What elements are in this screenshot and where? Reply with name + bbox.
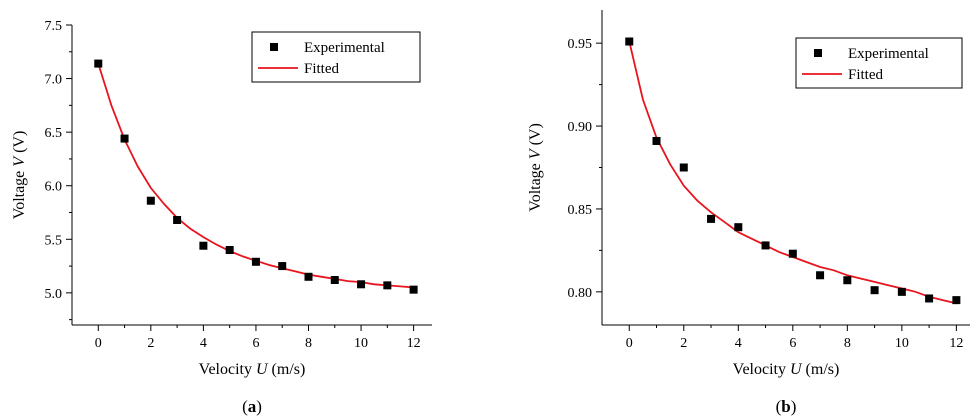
legend-marker bbox=[270, 43, 278, 51]
data-point bbox=[788, 249, 797, 258]
x-tick-label: 8 bbox=[844, 336, 851, 351]
x-tick-label: 2 bbox=[680, 336, 687, 351]
y-axis-title: Voltage V (V) bbox=[11, 131, 28, 220]
data-point bbox=[843, 276, 852, 285]
x-tick-label: 6 bbox=[789, 336, 796, 351]
data-point bbox=[652, 136, 661, 145]
y-tick-label: 7.5 bbox=[45, 19, 63, 34]
y-tick-label: 5.0 bbox=[45, 287, 63, 302]
panel-a: 0 2 4 6 8 10 12 5.0 5.5 6.0 6.5 7.0 7.5 Velocity U (m… bbox=[11, 19, 432, 416]
legend-label: Experimental bbox=[304, 40, 385, 56]
panel-label: (b) bbox=[776, 397, 797, 416]
data-point bbox=[816, 271, 825, 280]
x-tick-label: 0 bbox=[95, 336, 102, 351]
legend-marker bbox=[814, 49, 822, 57]
x-tick-label: 4 bbox=[735, 336, 742, 351]
y-tick-label: 6.5 bbox=[45, 126, 63, 141]
data-point bbox=[870, 286, 879, 295]
x-tick-label: 10 bbox=[895, 336, 909, 351]
legend-box bbox=[251, 31, 421, 83]
fitted-line bbox=[97, 63, 414, 289]
data-point bbox=[251, 257, 260, 266]
y-tick-label: 7.0 bbox=[45, 73, 63, 88]
x-axis-title: Velocity U (m/s) bbox=[199, 361, 306, 378]
data-point bbox=[409, 285, 418, 294]
data-point bbox=[897, 287, 906, 296]
x-tick-label: 2 bbox=[147, 336, 154, 351]
data-point bbox=[199, 241, 208, 250]
data-point bbox=[120, 134, 129, 143]
data-point bbox=[383, 281, 392, 290]
x-tick-label: 4 bbox=[200, 336, 207, 351]
x-tick-label: 6 bbox=[252, 336, 259, 351]
data-point bbox=[357, 280, 366, 289]
x-tick-label: 8 bbox=[305, 336, 312, 351]
x-axis-title: Velocity U (m/s) bbox=[733, 361, 840, 378]
legend-label: Fitted bbox=[304, 61, 340, 77]
panel-b: 0 2 4 6 8 10 12 0.80 0.85 0.90 0.95 Velocity U (m/s… bbox=[527, 10, 970, 416]
data-point bbox=[330, 276, 339, 284]
data-point bbox=[146, 196, 155, 205]
x-tick-label: 0 bbox=[626, 336, 633, 351]
y-tick-label: 0.90 bbox=[568, 120, 593, 135]
legend-label: Fitted bbox=[848, 67, 884, 83]
y-tick-label: 0.85 bbox=[568, 203, 593, 218]
data-point bbox=[94, 59, 103, 68]
x-tick-label: 12 bbox=[949, 336, 963, 351]
data-point bbox=[225, 246, 234, 254]
legend-box bbox=[795, 37, 963, 89]
data-point bbox=[625, 37, 634, 46]
data-point bbox=[707, 214, 716, 223]
x-tick-label: 10 bbox=[354, 336, 368, 351]
data-point bbox=[679, 163, 688, 172]
data-point bbox=[278, 262, 287, 271]
data-point bbox=[925, 294, 934, 303]
x-tick-label: 12 bbox=[407, 336, 421, 351]
panel-label: (a) bbox=[242, 397, 262, 416]
y-tick-label: 6.0 bbox=[45, 180, 63, 195]
data-point bbox=[952, 296, 961, 305]
y-tick-label: 0.80 bbox=[568, 286, 593, 301]
y-axis-title: Voltage V (V) bbox=[527, 123, 544, 212]
legend-label: Experimental bbox=[848, 46, 929, 62]
y-tick-label: 0.95 bbox=[568, 37, 593, 52]
data-point bbox=[734, 223, 743, 232]
data-point bbox=[173, 216, 182, 224]
data-point bbox=[304, 272, 313, 281]
data-point bbox=[761, 241, 770, 250]
y-tick-label: 5.5 bbox=[45, 233, 63, 248]
